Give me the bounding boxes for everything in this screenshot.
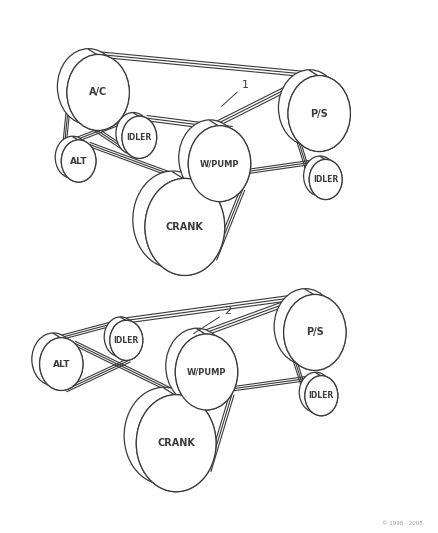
Ellipse shape bbox=[67, 54, 129, 131]
Text: ALT: ALT bbox=[70, 157, 87, 166]
Ellipse shape bbox=[32, 333, 75, 386]
Ellipse shape bbox=[110, 320, 142, 360]
Ellipse shape bbox=[304, 376, 337, 416]
Ellipse shape bbox=[136, 394, 215, 492]
Ellipse shape bbox=[116, 112, 150, 155]
Text: A/C: A/C bbox=[89, 87, 107, 98]
Ellipse shape bbox=[287, 76, 350, 151]
Text: IDLER: IDLER bbox=[127, 133, 152, 142]
Ellipse shape bbox=[308, 159, 341, 199]
Ellipse shape bbox=[188, 126, 250, 201]
Ellipse shape bbox=[175, 334, 237, 410]
Ellipse shape bbox=[299, 372, 332, 413]
Ellipse shape bbox=[55, 136, 90, 179]
Ellipse shape bbox=[61, 140, 96, 182]
Ellipse shape bbox=[122, 116, 156, 158]
Ellipse shape bbox=[122, 116, 156, 158]
Ellipse shape bbox=[61, 140, 96, 182]
Ellipse shape bbox=[287, 76, 350, 151]
Text: W/PUMP: W/PUMP bbox=[199, 159, 239, 168]
Text: P/S: P/S bbox=[305, 327, 323, 337]
Ellipse shape bbox=[57, 49, 120, 125]
Text: 1: 1 bbox=[221, 79, 248, 107]
Ellipse shape bbox=[273, 289, 336, 365]
Ellipse shape bbox=[283, 294, 345, 370]
Ellipse shape bbox=[39, 338, 83, 391]
Ellipse shape bbox=[308, 159, 341, 199]
Text: IDLER: IDLER bbox=[312, 175, 338, 184]
Text: CRANK: CRANK bbox=[166, 222, 203, 232]
Text: © 1998 - 2008: © 1998 - 2008 bbox=[381, 521, 422, 526]
Ellipse shape bbox=[166, 328, 228, 404]
Ellipse shape bbox=[175, 334, 237, 410]
Ellipse shape bbox=[145, 179, 224, 276]
Ellipse shape bbox=[67, 54, 129, 131]
Ellipse shape bbox=[283, 294, 345, 370]
Text: IDLER: IDLER bbox=[113, 336, 138, 345]
Text: ALT: ALT bbox=[53, 360, 70, 369]
Ellipse shape bbox=[39, 338, 83, 391]
Ellipse shape bbox=[145, 179, 224, 276]
Ellipse shape bbox=[188, 126, 250, 201]
Text: W/PUMP: W/PUMP bbox=[186, 367, 226, 376]
Ellipse shape bbox=[278, 70, 340, 146]
Ellipse shape bbox=[178, 120, 240, 196]
Ellipse shape bbox=[133, 171, 212, 268]
Ellipse shape bbox=[104, 317, 137, 357]
Ellipse shape bbox=[136, 394, 215, 492]
Text: P/S: P/S bbox=[310, 109, 327, 118]
Ellipse shape bbox=[304, 376, 337, 416]
Text: IDLER: IDLER bbox=[308, 391, 333, 400]
Ellipse shape bbox=[303, 156, 336, 196]
Ellipse shape bbox=[110, 320, 142, 360]
Text: CRANK: CRANK bbox=[157, 438, 194, 448]
Text: 2: 2 bbox=[193, 306, 231, 334]
Ellipse shape bbox=[124, 387, 203, 484]
